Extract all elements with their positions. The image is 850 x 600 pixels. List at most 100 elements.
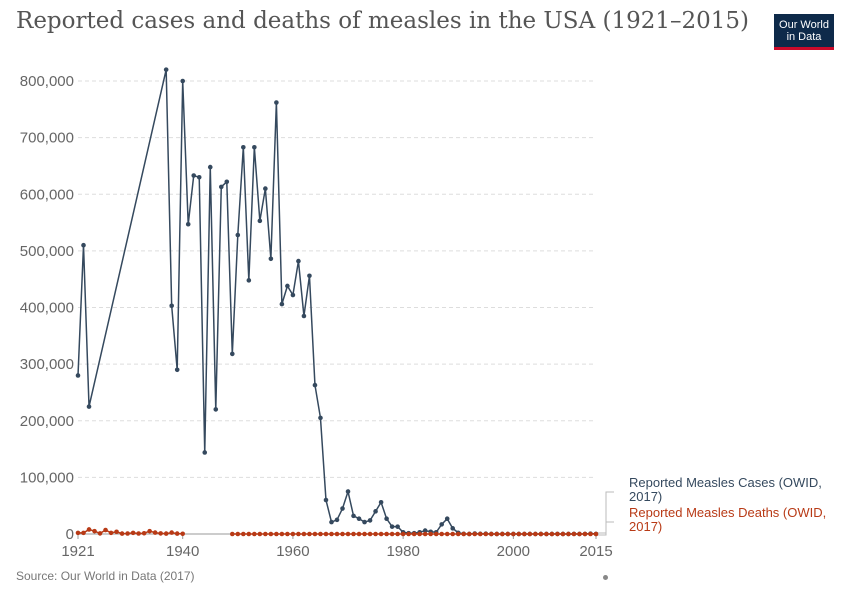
data-point[interactable] <box>384 531 389 537</box>
data-point[interactable] <box>230 531 235 537</box>
data-point[interactable] <box>268 531 274 537</box>
data-point[interactable] <box>489 531 494 537</box>
data-point[interactable] <box>263 186 268 191</box>
data-point[interactable] <box>252 531 257 537</box>
data-point[interactable] <box>257 218 263 224</box>
data-point[interactable] <box>450 531 456 537</box>
data-point[interactable] <box>230 351 235 357</box>
data-point[interactable] <box>75 373 81 378</box>
data-point[interactable] <box>213 407 219 412</box>
data-point[interactable] <box>274 531 279 537</box>
data-point[interactable] <box>307 531 312 537</box>
data-point[interactable] <box>163 67 169 72</box>
data-point[interactable] <box>307 273 312 279</box>
data-point[interactable] <box>241 144 246 150</box>
data-point[interactable] <box>367 531 373 537</box>
data-point[interactable] <box>81 242 86 248</box>
data-point[interactable] <box>378 499 384 505</box>
data-point[interactable] <box>533 531 538 537</box>
data-point[interactable] <box>334 531 340 537</box>
data-point[interactable] <box>439 531 445 537</box>
data-point[interactable] <box>125 531 130 536</box>
data-point[interactable] <box>389 531 395 537</box>
data-point[interactable] <box>549 531 555 537</box>
data-point[interactable] <box>522 531 527 537</box>
data-point[interactable] <box>169 303 174 309</box>
data-point[interactable] <box>351 531 356 537</box>
data-point[interactable] <box>384 516 389 522</box>
data-point[interactable] <box>422 528 428 533</box>
data-point[interactable] <box>301 313 307 319</box>
data-point[interactable] <box>527 531 533 537</box>
data-point[interactable] <box>433 531 439 537</box>
data-point[interactable] <box>323 497 329 503</box>
data-point[interactable] <box>516 531 522 537</box>
data-point[interactable] <box>158 531 163 536</box>
data-point[interactable] <box>356 516 362 522</box>
data-point[interactable] <box>450 526 456 531</box>
data-point[interactable] <box>439 522 445 527</box>
data-point[interactable] <box>345 489 351 494</box>
data-point[interactable] <box>218 184 224 190</box>
data-point[interactable] <box>318 415 323 421</box>
data-point[interactable] <box>75 530 81 536</box>
data-point[interactable] <box>571 531 577 537</box>
data-point[interactable] <box>152 530 158 535</box>
data-point[interactable] <box>466 531 472 537</box>
data-point[interactable] <box>290 531 296 537</box>
data-point[interactable] <box>500 531 505 537</box>
data-point[interactable] <box>268 256 274 262</box>
data-point[interactable] <box>312 531 318 537</box>
data-point[interactable] <box>285 531 290 537</box>
data-point[interactable] <box>395 524 400 529</box>
data-point[interactable] <box>395 531 400 537</box>
data-point[interactable] <box>588 531 593 537</box>
dot-icon[interactable] <box>603 575 608 580</box>
data-point[interactable] <box>334 517 340 523</box>
data-point[interactable] <box>511 531 516 537</box>
data-point[interactable] <box>329 531 334 537</box>
data-point[interactable] <box>235 531 241 537</box>
data-point[interactable] <box>356 531 362 537</box>
data-point[interactable] <box>411 531 417 537</box>
data-point[interactable] <box>136 531 141 536</box>
data-point[interactable] <box>81 530 86 536</box>
data-point[interactable] <box>180 78 185 84</box>
data-point[interactable] <box>351 513 356 519</box>
data-point[interactable] <box>329 519 334 525</box>
data-point[interactable] <box>196 174 202 180</box>
data-point[interactable] <box>555 531 560 537</box>
data-point[interactable] <box>246 278 252 283</box>
data-point[interactable] <box>252 144 257 150</box>
data-point[interactable] <box>191 173 197 178</box>
data-point[interactable] <box>207 164 213 170</box>
data-point[interactable] <box>274 100 279 105</box>
data-point[interactable] <box>477 531 483 537</box>
data-point[interactable] <box>86 527 92 532</box>
data-point[interactable] <box>163 531 169 536</box>
data-point[interactable] <box>130 530 136 536</box>
data-point[interactable] <box>285 283 290 289</box>
data-point[interactable] <box>224 179 230 185</box>
data-point[interactable] <box>505 531 511 537</box>
data-point[interactable] <box>180 531 185 537</box>
data-point[interactable] <box>296 531 301 537</box>
data-point[interactable] <box>147 528 152 534</box>
data-point[interactable] <box>566 531 571 537</box>
data-point[interactable] <box>246 531 252 537</box>
data-point[interactable] <box>241 531 246 537</box>
data-point[interactable] <box>312 382 318 388</box>
data-point[interactable] <box>141 530 147 536</box>
data-point[interactable] <box>103 527 108 533</box>
data-point[interactable] <box>235 232 241 238</box>
data-point[interactable] <box>119 531 125 536</box>
data-point[interactable] <box>114 529 119 535</box>
data-point[interactable] <box>389 524 395 529</box>
data-point[interactable] <box>97 531 103 536</box>
data-point[interactable] <box>108 530 114 536</box>
data-point[interactable] <box>263 531 268 537</box>
data-point[interactable] <box>257 531 263 537</box>
data-point[interactable] <box>406 531 411 537</box>
data-point[interactable] <box>560 531 566 537</box>
data-point[interactable] <box>362 519 367 525</box>
